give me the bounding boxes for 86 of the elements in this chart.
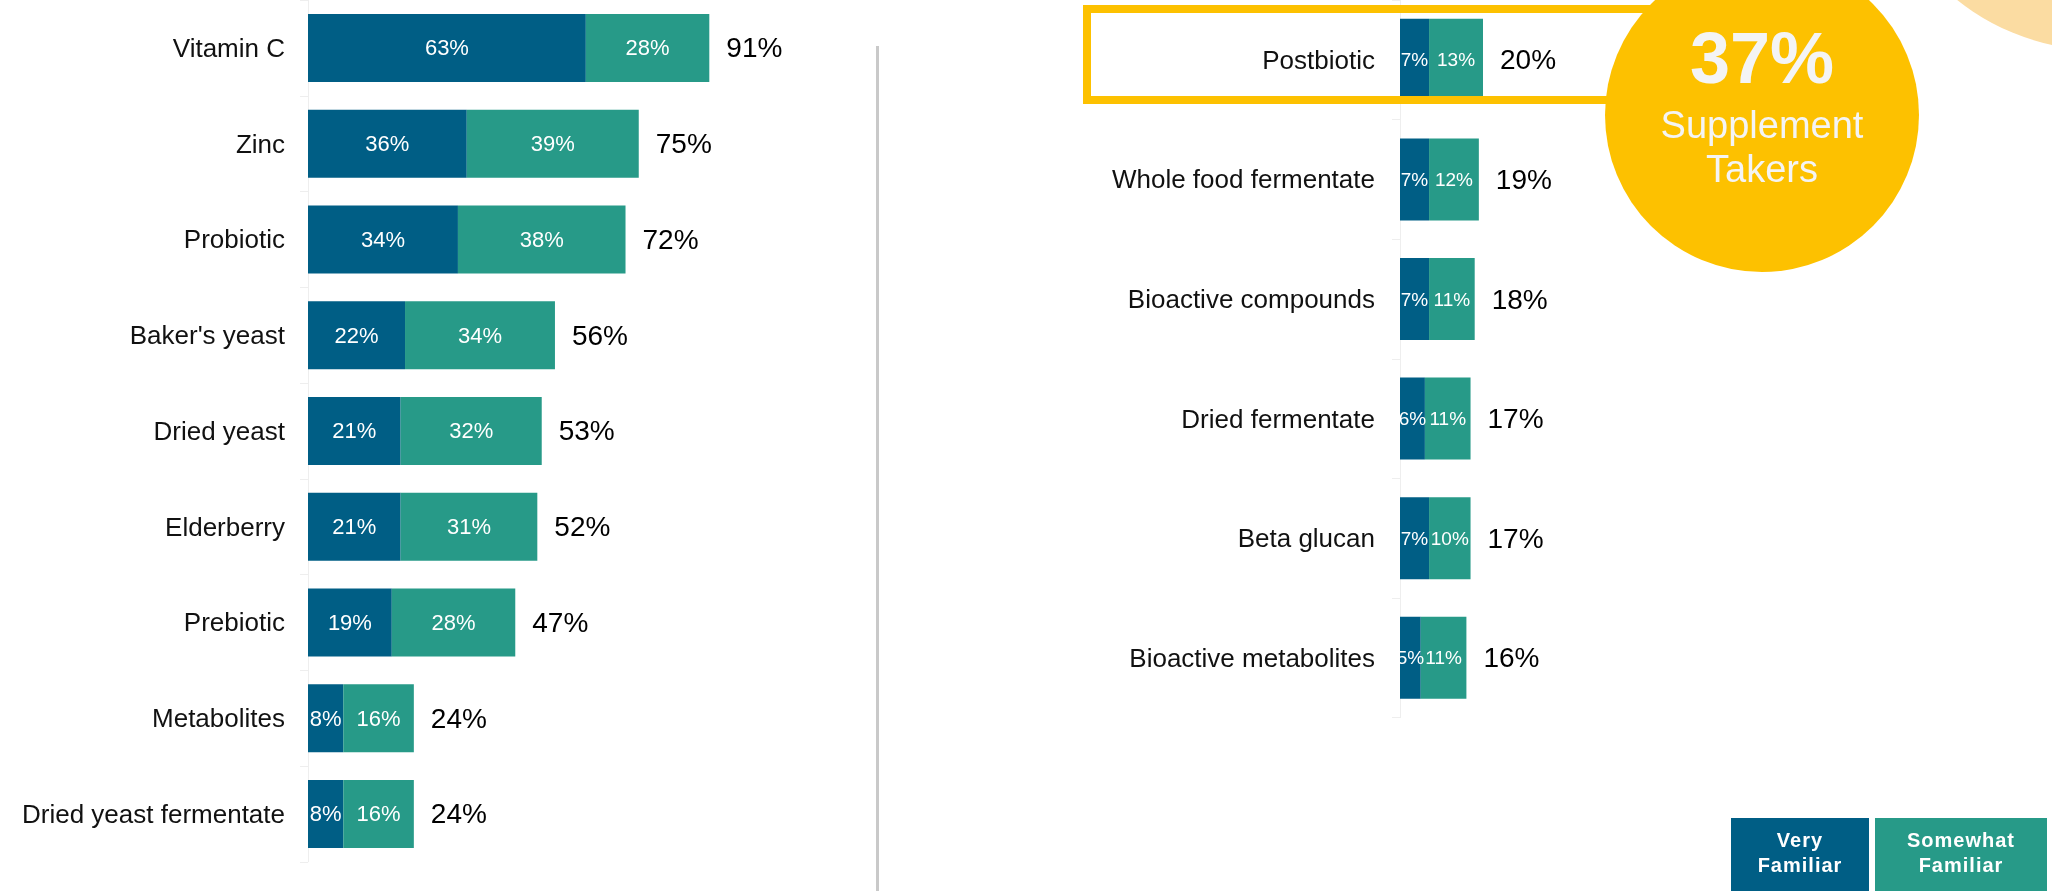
y-tick-label: Elderberry: [165, 511, 285, 542]
text: Somewhat Familiar: [1906, 828, 2016, 878]
total-label: 75%: [655, 128, 712, 160]
bar: [308, 205, 458, 274]
total-label: 16%: [1483, 642, 1540, 674]
data-label: 36%: [365, 131, 410, 157]
bar: [1400, 258, 1430, 340]
total-label: 18%: [1491, 283, 1548, 315]
bar: [391, 588, 516, 657]
total-label: 24%: [430, 798, 487, 830]
total-label: 24%: [430, 702, 487, 734]
data-label: 63%: [424, 35, 469, 61]
bar: [308, 109, 467, 178]
y-tick-label: Probiotic: [183, 224, 285, 255]
y-tick-label: Prebiotic: [183, 607, 285, 638]
bar: [1400, 138, 1430, 221]
y-tick-label: Beta glucan: [1237, 523, 1375, 554]
bar: [308, 13, 586, 82]
data-label: 16%: [356, 705, 401, 731]
total-label: 17%: [1487, 522, 1544, 554]
data-label: 11%: [1433, 288, 1471, 310]
data-label: 19%: [327, 609, 372, 635]
data-label: 39%: [530, 131, 575, 157]
data-label: 8%: [309, 705, 342, 731]
total-label: 17%: [1487, 403, 1544, 435]
data-label: 21%: [332, 418, 377, 444]
data-label: 6%: [1398, 408, 1427, 430]
total-label: 47%: [532, 606, 589, 638]
text: Very Familiar: [1756, 828, 1844, 878]
bar: [343, 684, 414, 753]
total-label: 72%: [642, 223, 699, 255]
bar: [1400, 377, 1425, 460]
data-label: 16%: [356, 801, 401, 827]
y-tick-label: Dried yeast fermentate: [21, 798, 285, 829]
data-label: 22%: [334, 322, 379, 348]
bar: [400, 492, 538, 561]
data-label: 11%: [1425, 647, 1462, 669]
bar: [308, 492, 401, 561]
bar: [1400, 497, 1430, 580]
data-label: 13%: [1437, 49, 1476, 71]
bar: [457, 205, 626, 274]
total-label: 56%: [571, 319, 629, 351]
data-label: 12%: [1434, 168, 1474, 190]
bar: [343, 779, 414, 848]
y-tick-label: Dried yeast: [153, 415, 286, 446]
bar: [400, 396, 542, 465]
data-label: 7%: [1400, 168, 1429, 190]
total-label: 52%: [554, 511, 611, 543]
data-label: 7%: [1400, 49, 1429, 71]
bar: [1429, 138, 1479, 221]
data-label: 21%: [332, 514, 377, 540]
data-label: 11%: [1429, 408, 1467, 430]
data-label: 32%: [449, 418, 494, 444]
y-tick-label: Bioactive compounds: [1127, 284, 1375, 314]
total-label: 91%: [726, 32, 783, 64]
data-label: 31%: [446, 514, 491, 540]
data-label: 8%: [309, 801, 342, 827]
y-tick-label: Dried fermentate: [1181, 403, 1375, 434]
y-tick-label: Zinc: [235, 128, 285, 159]
y-tick-label: Bioactive metabolites: [1129, 642, 1375, 673]
bar: [585, 13, 710, 82]
data-label: 34%: [457, 322, 503, 348]
y-tick-label: Metabolites: [152, 703, 285, 734]
y-tick-label: Whole food fermentate: [1111, 164, 1375, 195]
bar: [1424, 377, 1471, 460]
data-label: 28%: [625, 35, 670, 61]
y-tick-label: Baker's yeast: [129, 320, 286, 351]
data-label: 7%: [1400, 288, 1429, 310]
bar: [1429, 497, 1471, 580]
bar: [308, 301, 406, 370]
data-label: 28%: [431, 609, 476, 635]
bar: [308, 396, 401, 465]
total-label: 19%: [1495, 163, 1552, 195]
data-label: 34%: [360, 226, 405, 252]
total-label: 53%: [558, 415, 615, 447]
bar: [308, 588, 392, 657]
circle-badge: 37% Supplement Takers: [1605, 0, 1919, 272]
bar: [405, 301, 555, 370]
y-tick-label: Vitamin C: [172, 32, 285, 63]
data-label: 10%: [1430, 527, 1469, 549]
bar: [466, 109, 639, 178]
y-tick-label: Postbiotic: [1262, 44, 1375, 75]
bar: [1429, 258, 1475, 340]
total-label: 20%: [1500, 44, 1557, 76]
data-label: 38%: [519, 226, 564, 252]
data-label: 7%: [1400, 527, 1429, 549]
